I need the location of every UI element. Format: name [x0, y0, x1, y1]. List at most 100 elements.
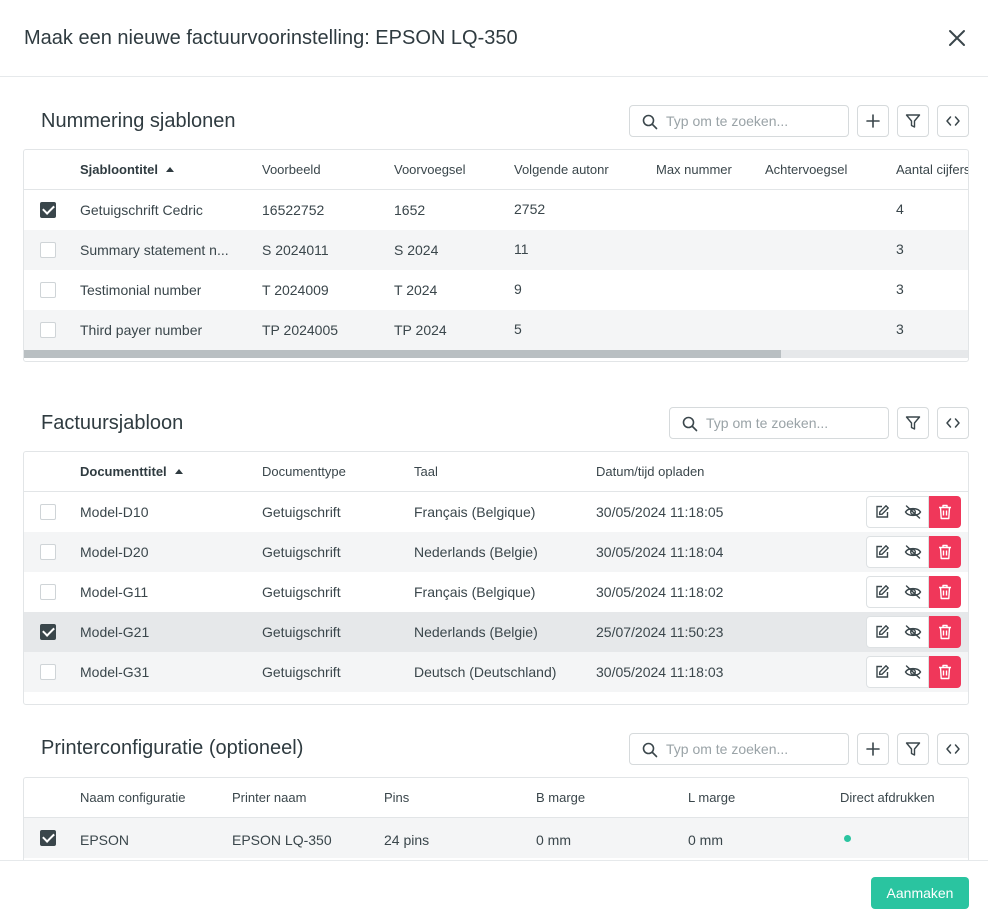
hide-button[interactable] [897, 576, 929, 608]
table-row[interactable]: Model-G31 Getuigschrift Deutsch (Deutsch… [24, 652, 968, 692]
create-button[interactable]: Aanmaken [871, 877, 969, 909]
edit-icon [876, 545, 889, 558]
row-checkbox[interactable] [40, 584, 56, 600]
search-icon [642, 114, 658, 130]
table-row[interactable]: Testimonial number T 2024009 T 2024 9 3 [24, 270, 968, 310]
table-header-row: Sjabloontitel Voorbeeld Voorvoegsel Volg… [24, 150, 968, 190]
row-checkbox[interactable] [40, 504, 56, 520]
sort-asc-icon [174, 469, 183, 474]
numbering-search-input[interactable] [666, 106, 836, 136]
sort-asc-icon [166, 167, 174, 172]
delete-button[interactable] [929, 576, 961, 608]
row-checkbox[interactable] [40, 282, 56, 298]
column-header-datum-tijd[interactable]: Datum/tijd opladen [596, 464, 705, 479]
search-icon [682, 416, 698, 432]
hide-button[interactable] [897, 536, 929, 568]
table-row[interactable]: Getuigschrift Cedric 16522752 1652 2752 … [24, 190, 968, 230]
table-row[interactable]: Model-G21 Getuigschrift Nederlands (Belg… [24, 612, 968, 652]
printer-filter-button[interactable] [897, 733, 929, 765]
cell-prefix: S 2024 [394, 242, 439, 258]
edit-button[interactable] [866, 616, 898, 648]
column-header-sjabloontitel[interactable]: Sjabloontitel [80, 150, 174, 190]
column-header-naam-configuratie[interactable]: Naam configuratie [80, 790, 186, 805]
cell-document-title: Model-G21 [80, 624, 150, 640]
delete-button[interactable] [929, 536, 961, 568]
scrollbar-thumb[interactable] [24, 350, 781, 358]
cell-example: S 2024011 [262, 242, 329, 258]
column-header-direct-afdrukken[interactable]: Direct afdrukken [840, 790, 935, 805]
row-checkbox[interactable] [40, 830, 56, 846]
table-row[interactable]: Third payer number TP 2024005 TP 2024 5 … [24, 310, 968, 350]
cell-next-autonr: 11 [514, 241, 529, 257]
cell-document-type: Getuigschrift [262, 584, 341, 600]
printer-search[interactable] [629, 733, 849, 765]
column-header-max-nummer[interactable]: Max nummer [656, 162, 732, 177]
table-row[interactable]: Model-D10 Getuigschrift Français (Belgiq… [24, 492, 968, 532]
modal-title: Maak een nieuwe factuurvoorinstelling: E… [24, 27, 518, 49]
cell-title: Third payer number [80, 322, 203, 338]
cell-printer-name: EPSON LQ-350 [232, 832, 332, 848]
column-header-achtervoegsel[interactable]: Achtervoegsel [765, 162, 848, 177]
hide-button[interactable] [897, 496, 929, 528]
close-icon[interactable] [946, 27, 968, 49]
column-header-aantal-cijfers[interactable]: Aantal cijfers [896, 162, 969, 177]
delete-button[interactable] [929, 656, 961, 688]
eye-off-icon [904, 505, 921, 519]
row-checkbox[interactable] [40, 242, 56, 258]
printer-code-button[interactable] [937, 733, 969, 765]
printer-search-input[interactable] [666, 734, 836, 764]
row-checkbox[interactable] [40, 202, 56, 218]
edit-button[interactable] [866, 496, 898, 528]
row-checkbox[interactable] [40, 664, 56, 680]
invoice-section-title: Factuursjabloon [41, 412, 184, 434]
column-header-taal[interactable]: Taal [414, 464, 438, 479]
edit-button[interactable] [866, 536, 898, 568]
cell-title: Testimonial number [80, 282, 202, 298]
edit-button[interactable] [866, 576, 898, 608]
edit-icon [876, 665, 889, 678]
invoice-search-input[interactable] [706, 408, 876, 438]
delete-button[interactable] [929, 616, 961, 648]
invoice-search[interactable] [669, 407, 889, 439]
numbering-search[interactable] [629, 105, 849, 137]
horizontal-scrollbar[interactable] [24, 350, 968, 358]
column-header-l-marge[interactable]: L marge [688, 790, 736, 805]
table-row[interactable]: Model-G11 Getuigschrift Français (Belgiq… [24, 572, 968, 612]
numbering-add-button[interactable] [857, 105, 889, 137]
cell-upload-datetime: 30/05/2024 11:18:03 [596, 664, 724, 680]
trash-icon [939, 664, 951, 680]
row-checkbox[interactable] [40, 624, 56, 640]
column-header-documenttype[interactable]: Documenttype [262, 464, 346, 479]
table-row[interactable]: Summary statement n... S 2024011 S 2024 … [24, 230, 968, 270]
code-icon [946, 418, 960, 428]
cell-document-title: Model-D10 [80, 504, 149, 520]
numbering-code-button[interactable] [937, 105, 969, 137]
column-header-voorbeeld[interactable]: Voorbeeld [262, 162, 321, 177]
column-header-b-marge[interactable]: B marge [536, 790, 586, 805]
cell-language: Français (Belgique) [414, 584, 536, 600]
delete-button[interactable] [929, 496, 961, 528]
invoice-code-button[interactable] [937, 407, 969, 439]
eye-off-icon [904, 545, 921, 559]
plus-icon [866, 114, 880, 128]
cell-prefix: T 2024 [394, 282, 438, 298]
column-header-voorvoegsel[interactable]: Voorvoegsel [394, 162, 466, 177]
numbering-filter-button[interactable] [897, 105, 929, 137]
row-checkbox[interactable] [40, 322, 56, 338]
cell-example: TP 2024005 [262, 322, 339, 338]
hide-button[interactable] [897, 616, 929, 648]
row-checkbox[interactable] [40, 544, 56, 560]
cell-digits: 4 [896, 201, 904, 217]
column-header-printer-naam[interactable]: Printer naam [232, 790, 307, 805]
invoice-filter-button[interactable] [897, 407, 929, 439]
hide-button[interactable] [897, 656, 929, 688]
cell-document-type: Getuigschrift [262, 504, 341, 520]
edit-button[interactable] [866, 656, 898, 688]
table-row[interactable]: Model-D20 Getuigschrift Nederlands (Belg… [24, 532, 968, 572]
table-row[interactable]: EPSON EPSON LQ-350 24 pins 0 mm 0 mm [24, 818, 968, 858]
column-header-documenttitel[interactable]: Documenttitel [80, 452, 183, 492]
column-header-volgende-autonr[interactable]: Volgende autonr [514, 162, 609, 177]
column-header-pins[interactable]: Pins [384, 790, 410, 805]
cell-digits: 3 [896, 321, 904, 337]
printer-add-button[interactable] [857, 733, 889, 765]
